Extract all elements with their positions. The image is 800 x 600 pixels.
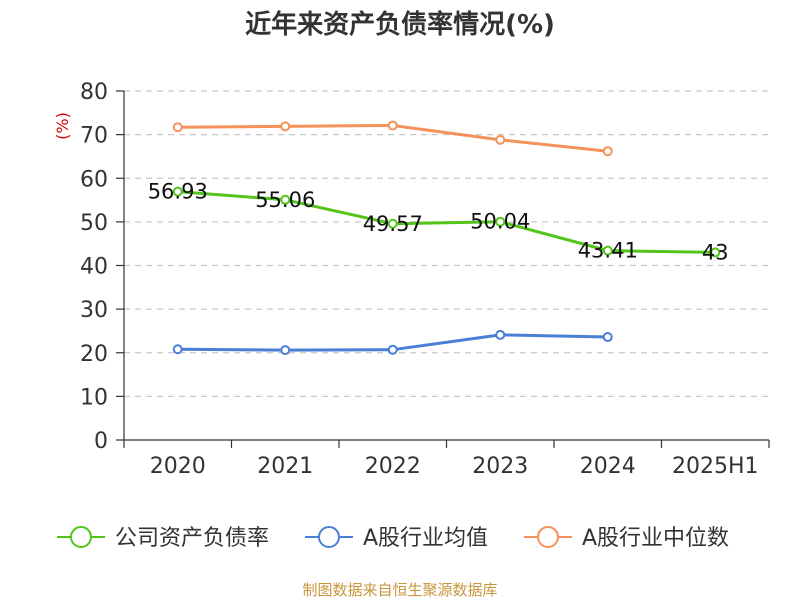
data-point [495,134,506,145]
series-2 [172,120,613,157]
y-tick-label: 0 [94,429,108,454]
data-point [602,245,613,256]
x-tick-label: 2020 [150,454,206,479]
legend-marker [318,526,340,548]
x-tick-label: 2025H1 [672,454,759,479]
data-label: 50.04 [470,210,530,234]
data-point [387,218,398,229]
data-point [710,247,721,258]
x-tick-label: 2022 [365,454,421,479]
y-tick-label: 20 [80,342,108,367]
legend-label: A股行业中位数 [582,526,729,551]
data-label: 55.06 [255,188,315,212]
y-tick-label: 60 [80,167,108,192]
x-tick-label: 2021 [257,454,313,479]
series-line [177,190,716,254]
y-tick-label: 80 [80,80,108,105]
y-tick-label: 30 [80,298,108,323]
series-layer [172,120,721,356]
legend-item: A股行业均值 [305,526,488,551]
legend-label: 公司资产负债率 [115,526,269,551]
data-point [495,216,506,227]
axes: 0 10 20 30 40 50 60 70 80 2020 2021 2022 2023 2024 202… [80,80,770,479]
data-point [172,344,183,355]
y-tick-label: 40 [80,255,108,280]
source-note: 制图数据来自恒生聚源数据库 [302,581,497,599]
data-point [172,186,183,197]
chart-title: 近年来资产负债率情况(%) [245,9,555,40]
y-tick-label: 70 [80,124,108,149]
series-0 [172,186,721,258]
legend: 公司资产负债率 A股行业均值 A股行业中位数 [57,526,729,551]
y-axis-unit: (%) [53,112,72,140]
data-label: 43.41 [578,239,638,263]
data-label: 56.93 [148,180,208,204]
data-label: 43 [702,240,729,264]
legend-marker [537,526,559,548]
legend-item: A股行业中位数 [524,526,729,551]
data-point [387,344,398,355]
series-1 [172,329,613,356]
y-tick-label: 10 [80,385,108,410]
x-tick-label: 2023 [472,454,528,479]
y-tick-label: 50 [80,211,108,236]
legend-item: 公司资产负债率 [57,526,269,551]
legend-marker [70,526,92,548]
data-point [387,120,398,131]
data-point [602,332,613,343]
data-point [495,329,506,340]
data-point [602,146,613,157]
data-point [172,122,183,133]
data-labels: 56.93 55.06 49.57 50.04 43.41 43 [148,180,729,265]
data-point [280,345,291,356]
data-point [280,194,291,205]
data-point [280,121,291,132]
data-label: 49.57 [363,212,423,236]
legend-label: A股行业均值 [363,526,488,551]
x-tick-label: 2024 [580,454,636,479]
